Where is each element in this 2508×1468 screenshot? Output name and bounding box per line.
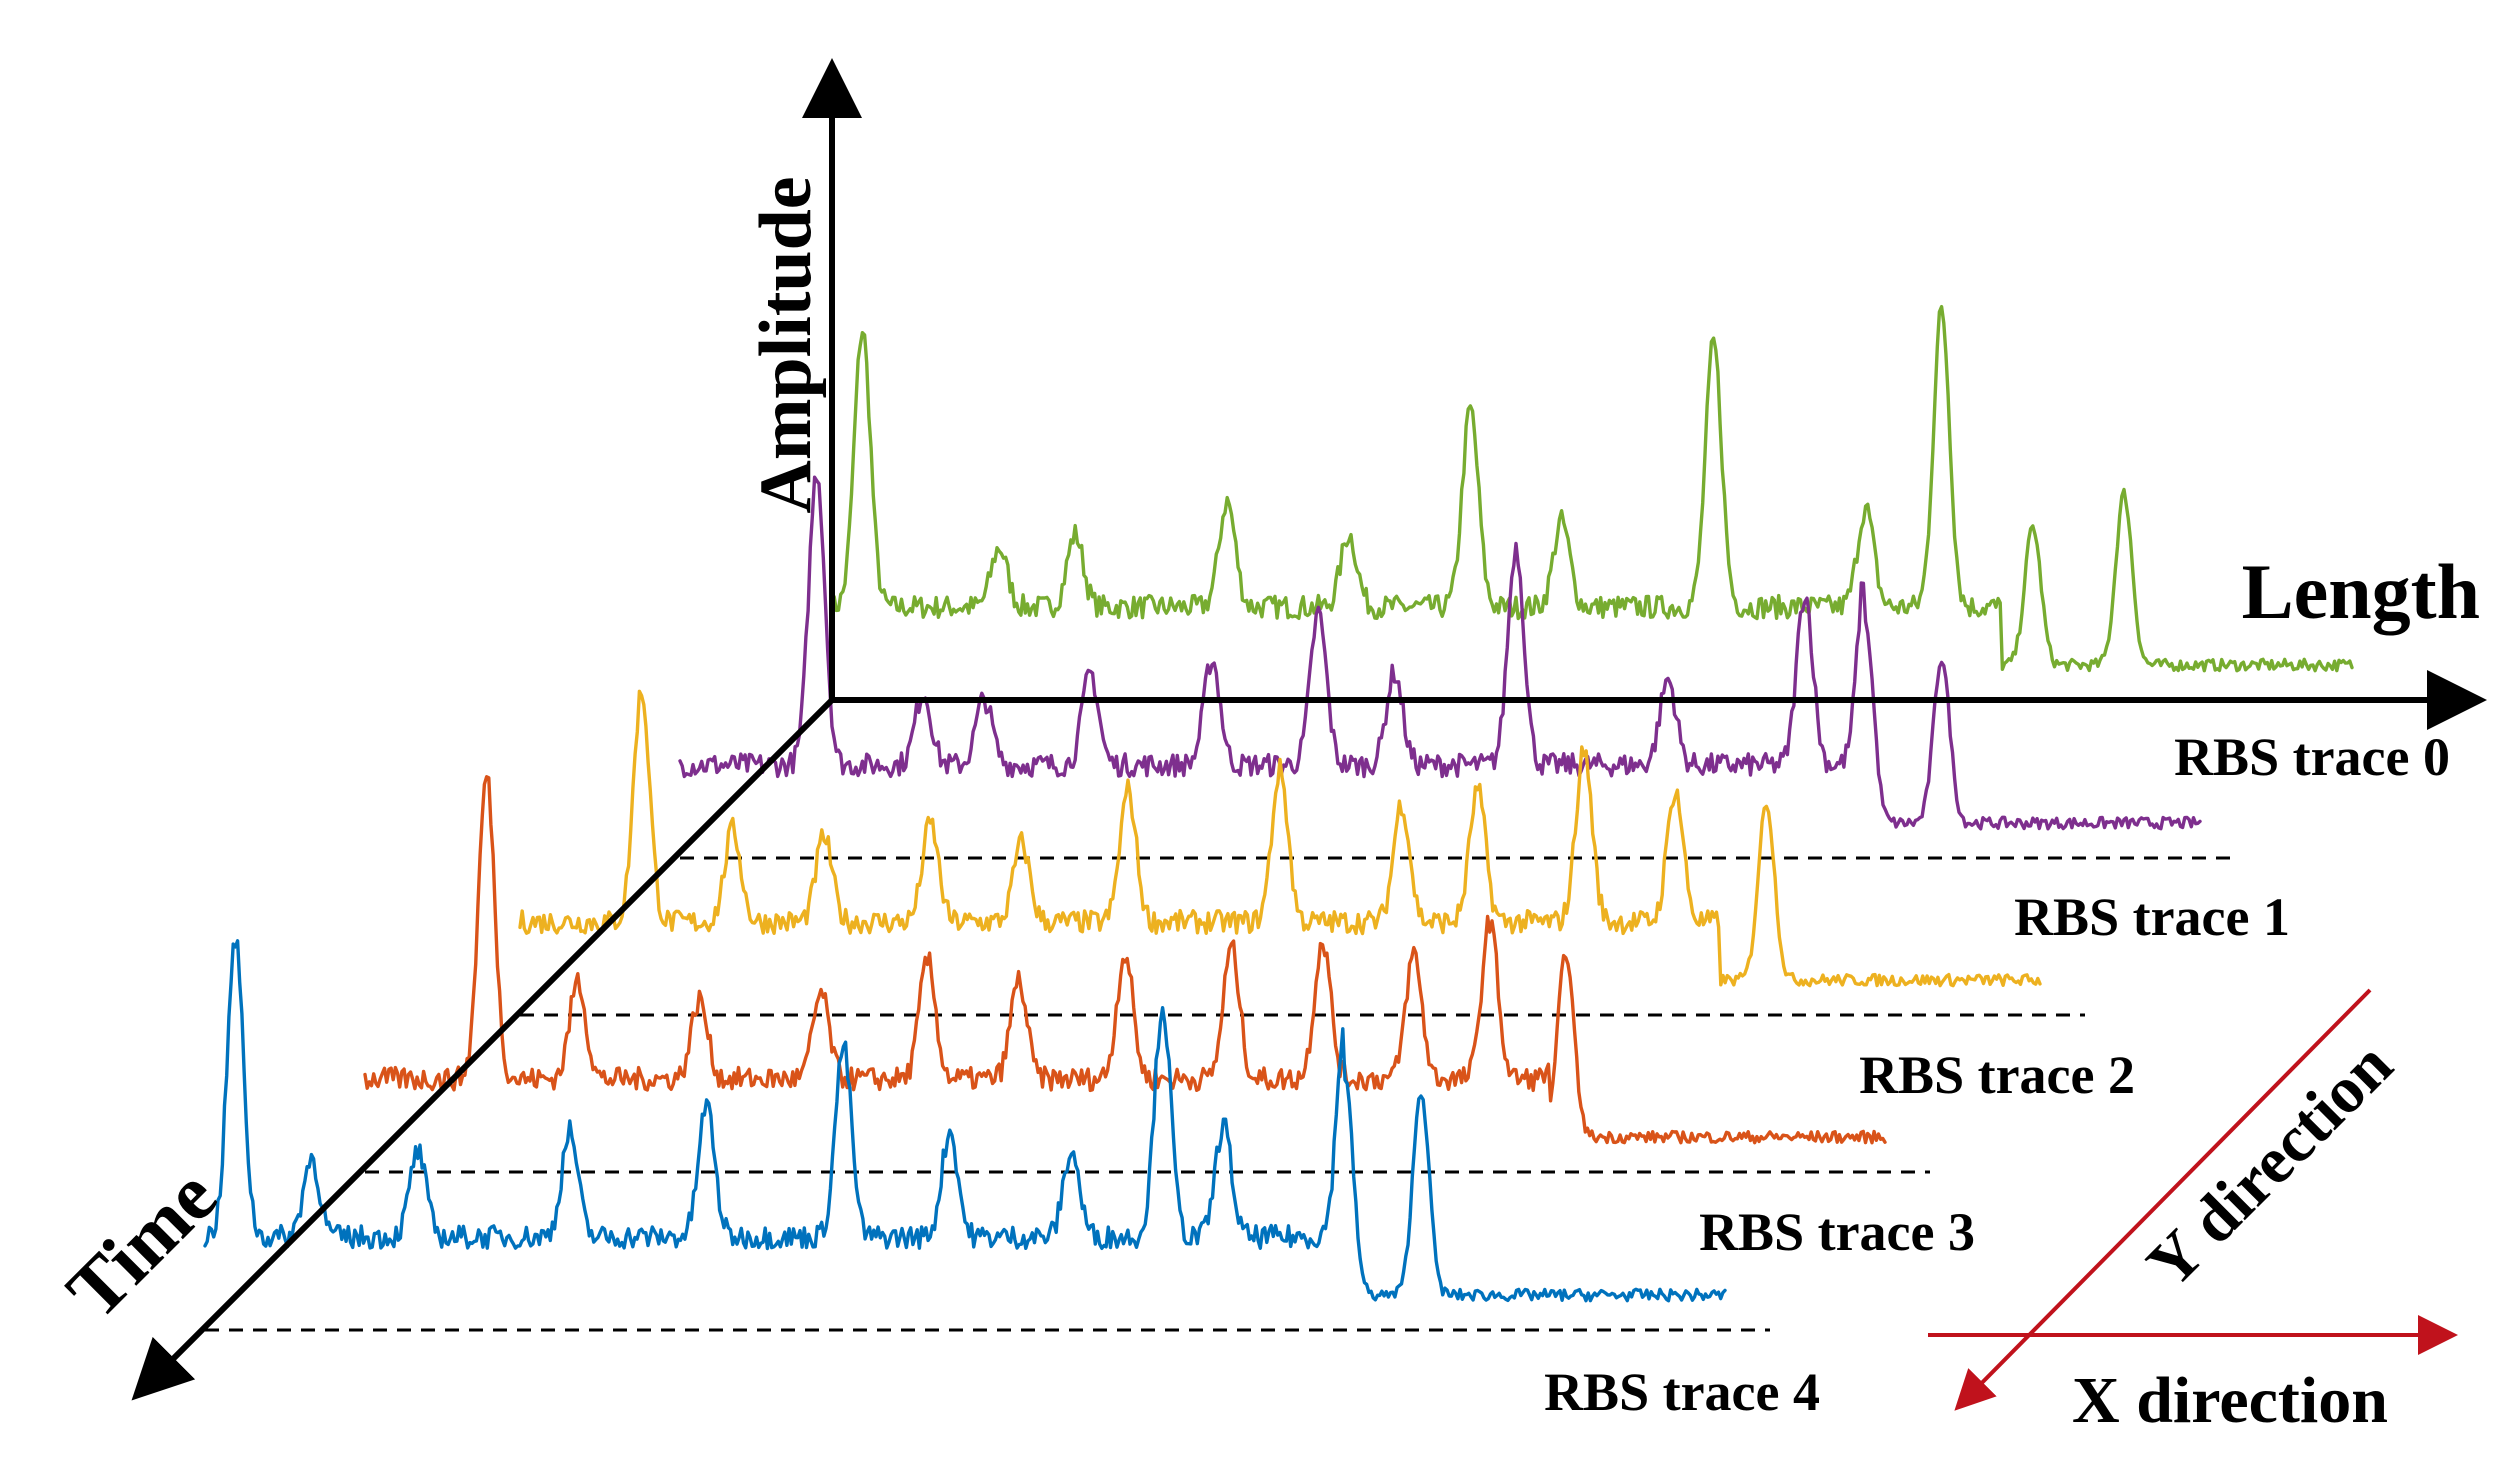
amplitude-axis-label: Amplitude: [745, 176, 827, 513]
rbs-trace-0-label: RBS trace 0: [2174, 727, 2450, 787]
trace-group: [203, 305, 2354, 1303]
rbs-trace-2-label: RBS trace 2: [1859, 1045, 2135, 1105]
axes: [131, 58, 2487, 1401]
rbs-trace-3-label: RBS trace 3: [1699, 1202, 1975, 1262]
y-direction-arrow: [1954, 988, 2372, 1411]
length-axis-label: Length: [2242, 548, 2480, 635]
trace-baselines: [205, 856, 2240, 1332]
trace-labels: RBS trace 0 RBS trace 1 RBS trace 2 RBS …: [1544, 727, 2450, 1422]
time-axis: [131, 697, 835, 1401]
x-direction-label: X direction: [2072, 1364, 2388, 1437]
rbs-trace-4-label: RBS trace 4: [1544, 1362, 1820, 1422]
rbs-trace-0-line: [830, 305, 2354, 673]
y-direction-label: Y direction: [2133, 1028, 2406, 1301]
rbs-trace-2-line: [518, 689, 2042, 988]
rbs-trace-1-line: [678, 475, 2202, 831]
rbs-trace-4-line: [203, 939, 1727, 1303]
rbs-trace-3-line: [363, 775, 1887, 1145]
rbs-trace-1-label: RBS trace 1: [2014, 887, 2290, 947]
